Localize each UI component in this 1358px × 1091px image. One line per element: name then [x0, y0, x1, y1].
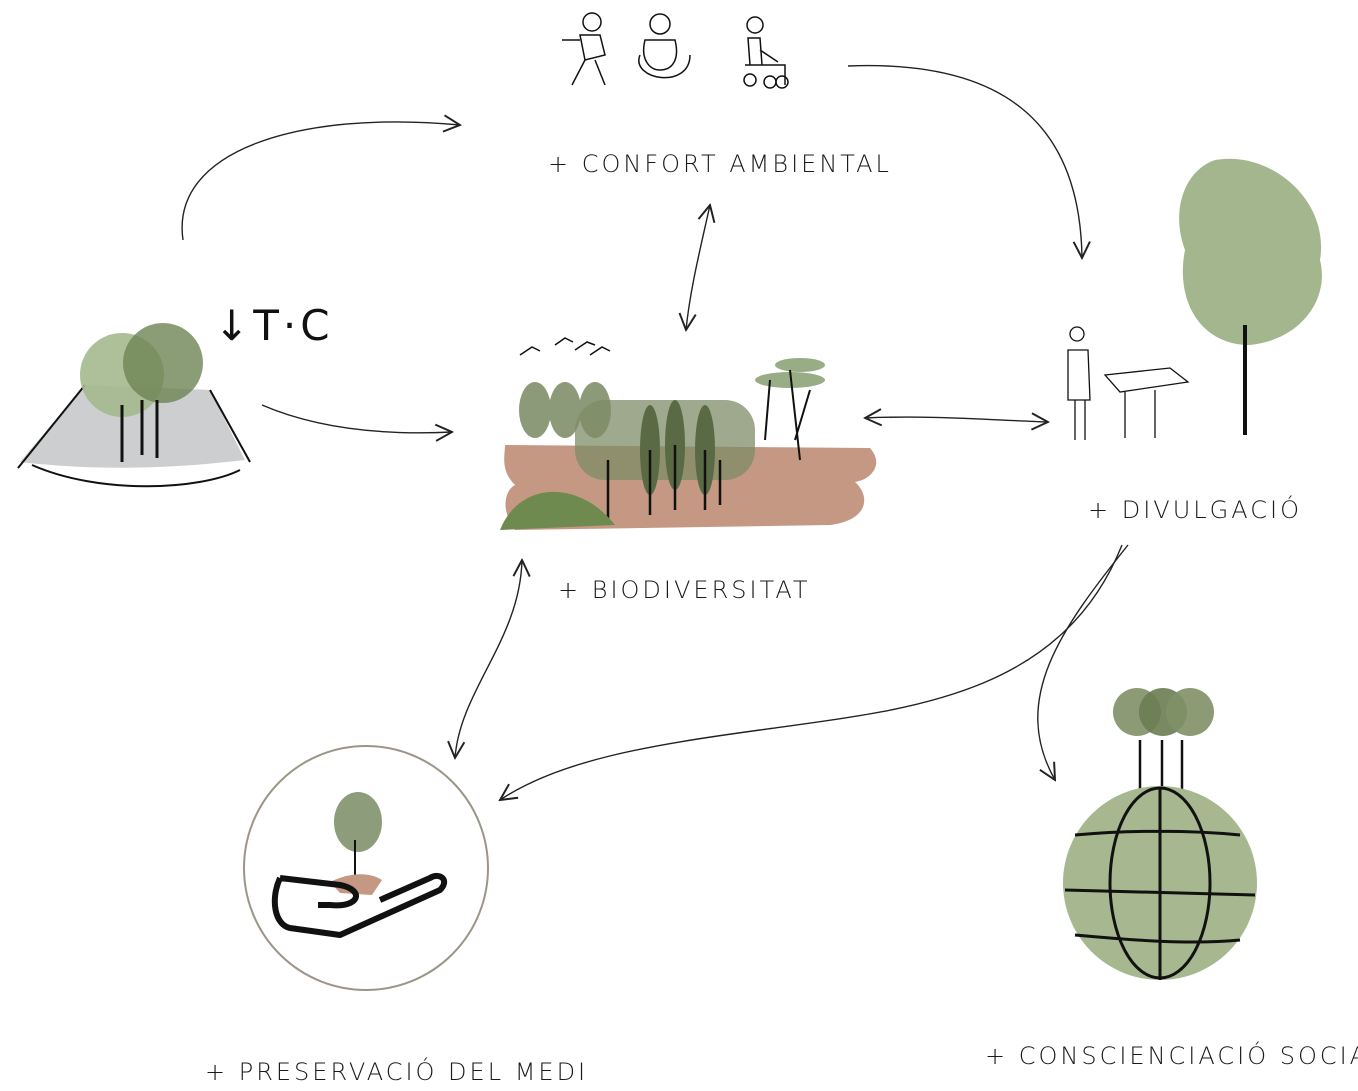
- node-label: + BIODIVERSITAT: [558, 576, 811, 604]
- node-label: ↓T·C: [214, 301, 334, 350]
- arrow: [686, 205, 710, 330]
- node-label: + PRESERVACIÓ DEL MEDI: [205, 1056, 588, 1086]
- node-label: + CONSCIENCIACIÓ SOCIAL: [985, 1040, 1358, 1070]
- arrow: [865, 417, 1048, 422]
- node-label: + CONFORT AMBIENTAL: [548, 150, 892, 178]
- arrow: [182, 122, 460, 240]
- biodiversity-landscape: [500, 338, 876, 530]
- people-icons: [562, 13, 788, 88]
- arrow: [455, 560, 522, 758]
- globe-icon: [1063, 688, 1257, 980]
- divulgacio-scene: [1068, 159, 1322, 440]
- preservacio-icon: [244, 746, 488, 990]
- diagram: ↓T·C + CONFORT AMBIENTAL + BIODIVERSITAT…: [0, 0, 1358, 1091]
- node-label: + DIVULGACIÓ: [1088, 494, 1302, 524]
- arrow: [262, 405, 452, 433]
- arrow: [1038, 545, 1128, 780]
